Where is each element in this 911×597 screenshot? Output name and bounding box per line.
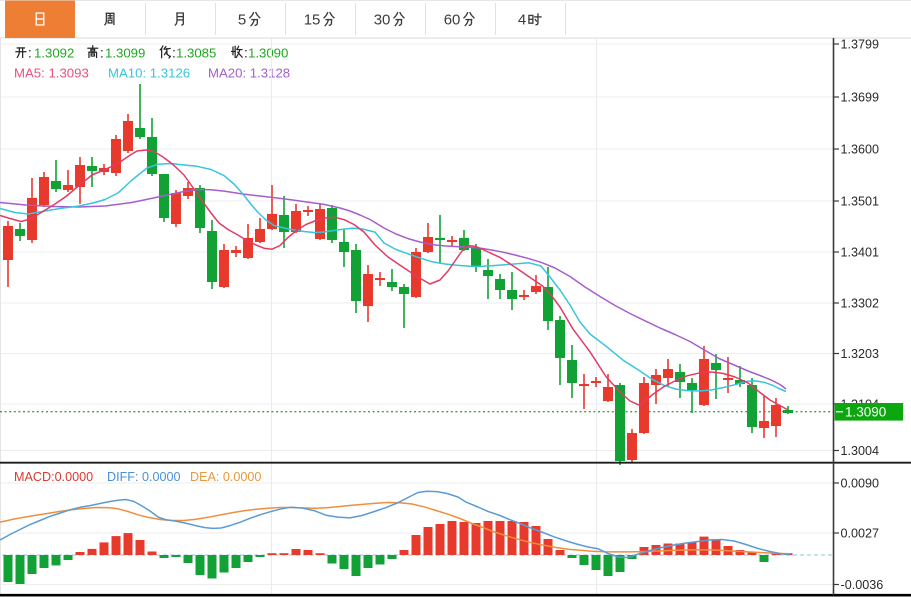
- svg-text:MA10: 1.3126: MA10: 1.3126: [108, 66, 190, 81]
- svg-text:DEA: 0.0000: DEA: 0.0000: [190, 470, 261, 484]
- svg-text:1.3085: 1.3085: [176, 46, 216, 61]
- svg-text:MA5: 1.3093: MA5: 1.3093: [14, 66, 89, 81]
- svg-text:0.0090: 0.0090: [841, 477, 880, 491]
- svg-text:15: 15: [304, 12, 321, 29]
- svg-text:0.0027: 0.0027: [841, 527, 880, 541]
- svg-text:1.3699: 1.3699: [841, 91, 880, 105]
- svg-text:60: 60: [444, 12, 461, 29]
- svg-text:1.3090: 1.3090: [845, 405, 886, 420]
- svg-text:30: 30: [374, 12, 391, 29]
- svg-text:1.3092: 1.3092: [34, 46, 74, 61]
- svg-text:1.3501: 1.3501: [841, 195, 880, 209]
- svg-text:1.3004: 1.3004: [841, 444, 880, 458]
- svg-text::: :: [244, 46, 248, 61]
- svg-text:1.3401: 1.3401: [841, 246, 880, 260]
- svg-text:DIFF: 0.0000: DIFF: 0.0000: [107, 470, 181, 484]
- svg-text:1.3600: 1.3600: [841, 143, 880, 157]
- svg-text:4: 4: [518, 12, 526, 29]
- svg-text::: :: [100, 46, 104, 61]
- svg-text:1.3799: 1.3799: [841, 38, 880, 52]
- svg-text:1.3302: 1.3302: [841, 297, 880, 311]
- svg-text:-0.0036: -0.0036: [841, 578, 884, 592]
- svg-text:MACD:0.0000: MACD:0.0000: [14, 470, 93, 484]
- svg-text:5: 5: [238, 12, 246, 29]
- svg-text:MA20: 1.3128: MA20: 1.3128: [208, 66, 290, 81]
- svg-text::: :: [28, 46, 32, 61]
- svg-text:1.3203: 1.3203: [841, 347, 880, 361]
- svg-text:1.3099: 1.3099: [105, 46, 145, 61]
- svg-text::: :: [172, 46, 176, 61]
- svg-text:1.3090: 1.3090: [248, 46, 288, 61]
